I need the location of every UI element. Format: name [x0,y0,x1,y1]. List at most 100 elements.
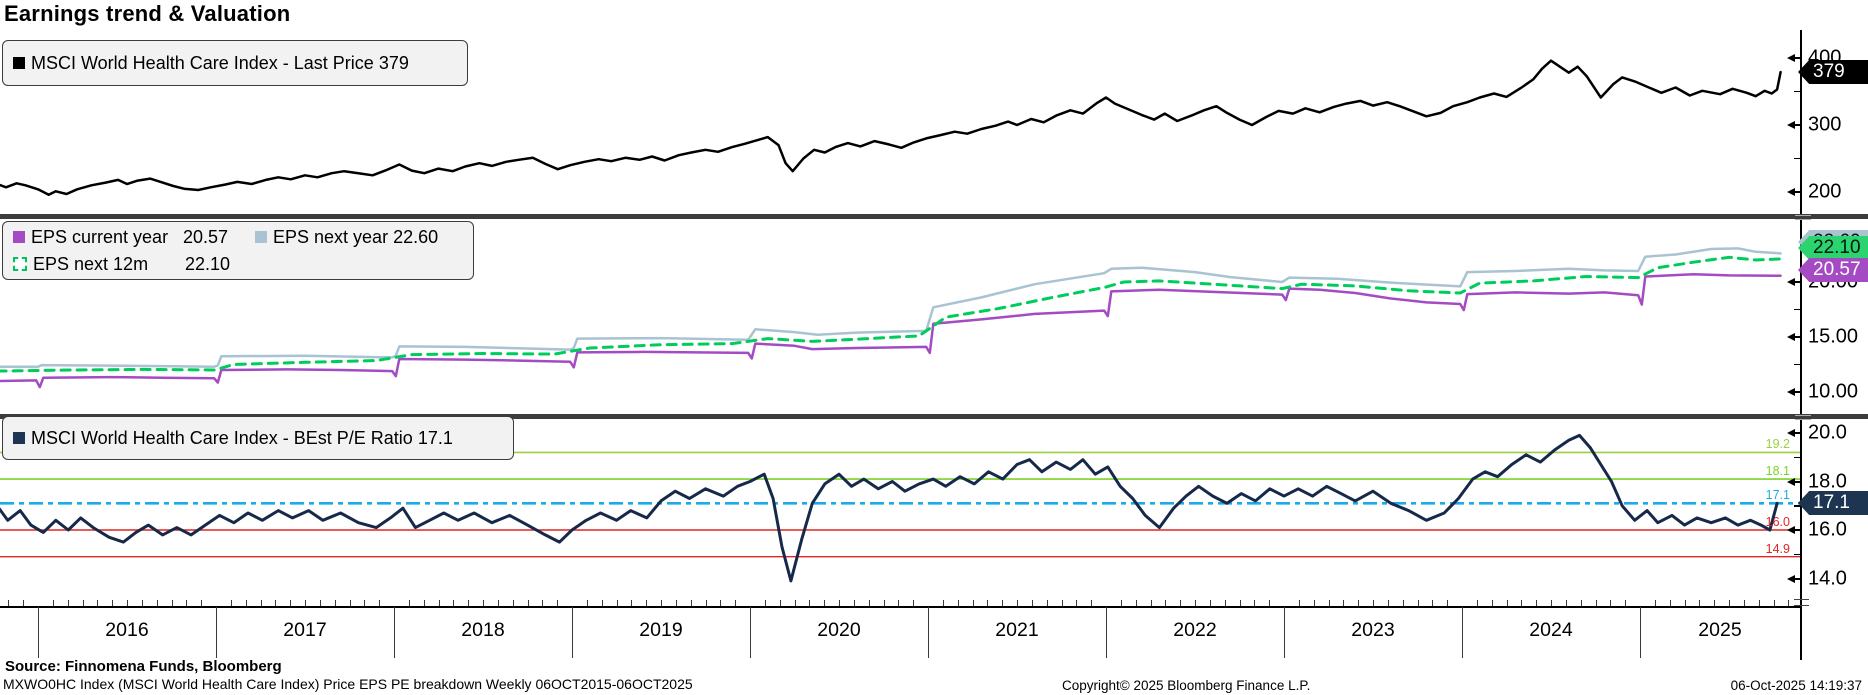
month-tick [1254,600,1256,606]
month-tick [1417,600,1419,606]
year-divider [572,607,573,658]
month-tick [67,600,69,606]
month-tick [1625,600,1627,606]
month-tick [1031,600,1033,606]
green-dashed-square-icon [13,257,27,271]
month-tick [1684,600,1686,606]
month-tick [705,600,707,606]
month-tick [1447,600,1449,606]
year-divider [216,607,217,658]
month-tick [112,600,114,606]
month-tick [1135,600,1137,606]
price-legend[interactable]: MSCI World Health Care Index - Last Pric… [2,40,468,86]
month-tick [1714,600,1716,606]
month-tick [290,600,292,606]
month-tick [1150,600,1152,606]
price-axis-tick-label: 300 [1808,113,1842,136]
month-tick [1551,600,1552,606]
month-tick [1180,600,1182,606]
eps-12m-label: EPS next 12m [33,253,149,274]
month-tick [1432,600,1434,606]
year-divider [750,607,751,658]
pe-axis-tick [1794,432,1802,434]
month-tick [883,600,885,606]
pe-legend[interactable]: MSCI World Health Care Index - BEst P/E … [2,416,514,460]
month-tick [1565,600,1567,606]
eps-current-label: EPS current year [31,226,169,247]
eps-current-year-badge: 20.57 [1798,258,1868,282]
year-divider [1640,607,1641,658]
month-tick [987,600,989,606]
month-tick [483,600,484,606]
price-axis-tick [1794,191,1802,193]
divider-grip-icon[interactable] [1795,415,1811,420]
pe-axis-tick [1794,529,1802,531]
year-divider [1106,607,1107,658]
eps-axis-tick-arrow-icon [1787,278,1795,286]
month-tick [527,600,529,606]
month-tick [1654,600,1656,606]
footer-datetime: 06-Oct-2025 14:19:37 [1730,678,1862,693]
pe-axis-tick-arrow-icon [1787,526,1795,534]
month-tick [82,600,84,606]
black-square-icon [13,57,25,69]
year-divider [394,607,395,658]
eps-axis-tick [1794,336,1802,338]
eps-next-12m-badge: 22.10 [1798,236,1868,260]
month-tick [1610,600,1612,606]
eps-next-legend-item[interactable]: EPS next year 22.60 [255,227,438,248]
month-tick [839,600,840,606]
price-axis-tick-arrow-icon [1787,188,1795,196]
month-tick [764,600,766,606]
year-label-2025: 2025 [1698,619,1742,641]
month-tick [1402,600,1404,606]
year-divider [928,607,929,658]
month-tick [1743,600,1745,606]
month-tick [646,600,648,606]
eps-current-year-line [0,273,1782,389]
pe-reference-line-label: 19.2 [1765,437,1790,452]
month-tick [1269,600,1271,606]
price-axis-tick [1794,124,1802,126]
price-axis-tick [1794,57,1802,59]
footer-description: MXWO0HC Index (MSCI World Health Care In… [3,676,693,692]
eps-current-legend-item[interactable]: EPS current year 20.57 [13,227,255,248]
month-tick [631,600,633,606]
month-tick [453,600,455,606]
eps-next-label: EPS next year [273,226,389,247]
month-tick [1195,600,1196,606]
eps-axis-tick [1794,391,1802,393]
divider-grip-icon[interactable] [1795,215,1811,220]
price-axis-minor-tick [1794,90,1801,93]
eps-next-value: 22.60 [393,226,439,247]
panel-divider-1[interactable] [0,214,1868,220]
month-tick [720,600,722,606]
panel-divider-2[interactable] [0,414,1868,420]
month-tick [1595,600,1597,606]
month-tick [379,600,381,606]
eps-12m-legend-item[interactable]: EPS next 12m 22.10 [13,251,230,278]
month-tick [127,600,128,606]
price-axis-minor-tick [1794,157,1801,160]
month-tick [1788,600,1790,606]
month-tick [898,600,900,606]
month-tick [972,600,974,606]
date-axis-grip-icon[interactable] [1794,599,1809,606]
month-tick [1239,600,1241,606]
month-tick [661,600,662,606]
month-tick [557,600,559,606]
pe-reference-line-label: 17.1 [1765,488,1790,503]
year-label-2023: 2023 [1351,619,1395,641]
pe-axis-tick-arrow-icon [1787,477,1795,486]
month-tick [1729,600,1730,606]
price-axis-tick-arrow-icon [1787,54,1795,62]
month-tick [468,600,470,606]
eps-axis-tick-label: 10.00 [1808,380,1859,403]
month-tick [1120,600,1122,606]
eps-next-year-line [0,247,1782,368]
month-tick [1091,600,1093,606]
eps-legend[interactable]: EPS current year 20.57 EPS next year 22.… [2,221,474,280]
month-tick [1521,600,1523,606]
pe-reference-line-label: 18.1 [1765,464,1790,479]
